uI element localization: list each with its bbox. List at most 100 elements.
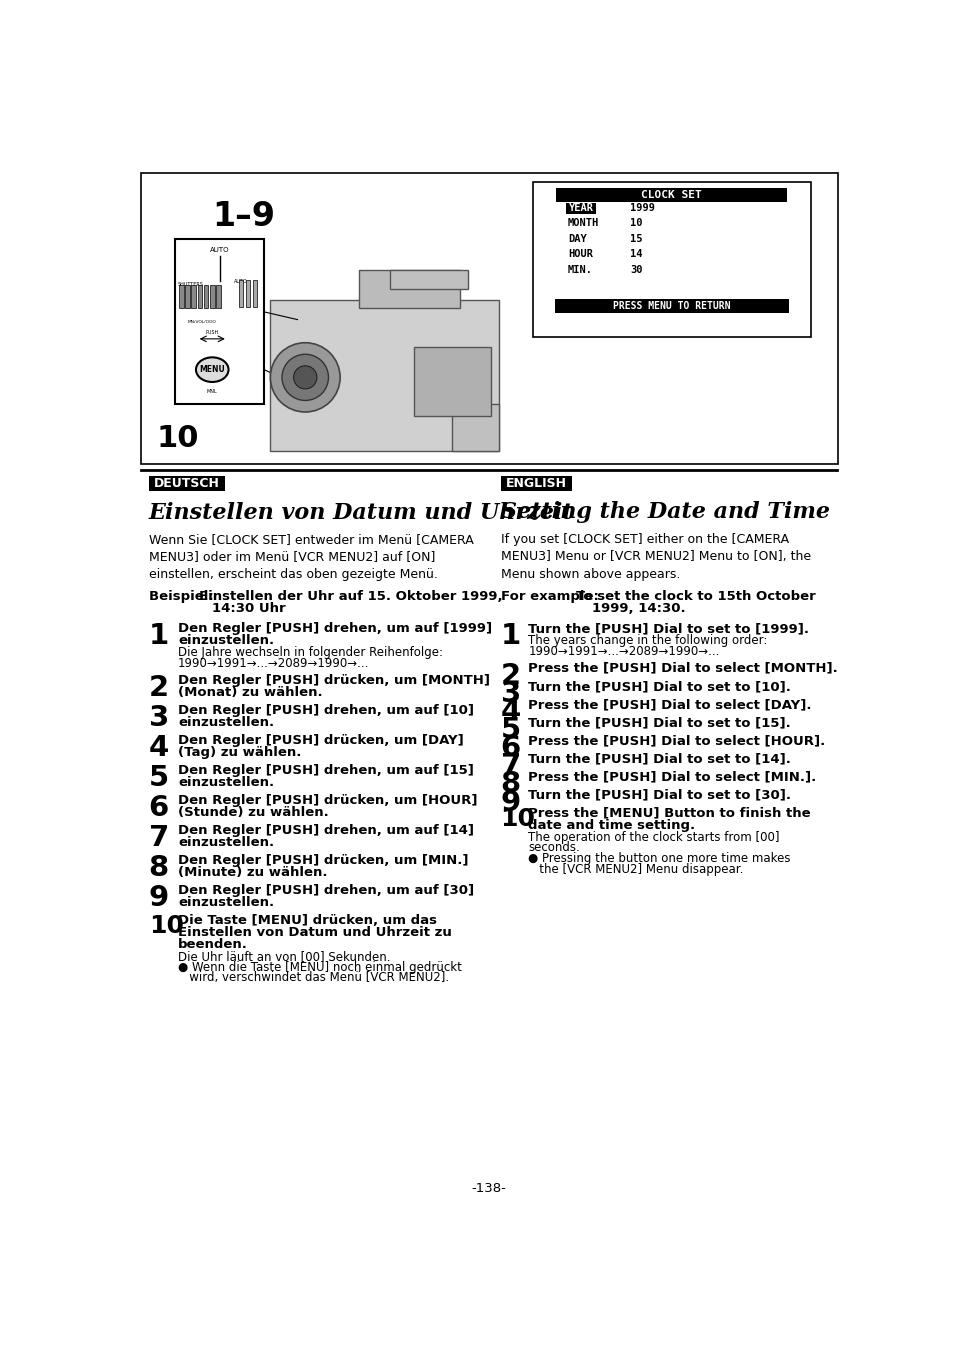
Ellipse shape bbox=[294, 365, 316, 390]
Bar bbox=[500, 476, 571, 491]
Text: Press the [PUSH] Dial to select [HOUR].: Press the [PUSH] Dial to select [HOUR]. bbox=[528, 735, 825, 747]
Text: einzustellen.: einzustellen. bbox=[178, 634, 274, 647]
Text: 5: 5 bbox=[500, 716, 520, 744]
Text: For example:: For example: bbox=[500, 590, 602, 603]
Text: 10: 10 bbox=[629, 218, 641, 228]
Text: MNL: MNL bbox=[207, 388, 217, 394]
Text: 8: 8 bbox=[149, 855, 169, 882]
Bar bbox=[185, 284, 190, 309]
Bar bbox=[555, 299, 788, 313]
Text: Den Regler [PUSH] drücken, um [MIN.]: Den Regler [PUSH] drücken, um [MIN.] bbox=[178, 855, 468, 867]
Text: 5: 5 bbox=[149, 764, 169, 791]
Bar bbox=[533, 182, 810, 337]
Text: 1: 1 bbox=[500, 623, 520, 650]
Text: MN/VOL/OOO: MN/VOL/OOO bbox=[188, 319, 216, 324]
Text: Press the [PUSH] Dial to select [MIN.].: Press the [PUSH] Dial to select [MIN.]. bbox=[528, 771, 816, 783]
Text: Turn the [PUSH] Dial to set to [1999].: Turn the [PUSH] Dial to set to [1999]. bbox=[528, 623, 808, 635]
Text: Den Regler [PUSH] drehen, um auf [1999]: Den Regler [PUSH] drehen, um auf [1999] bbox=[178, 623, 492, 635]
Text: ENGLISH: ENGLISH bbox=[505, 477, 566, 489]
Text: DEUTSCH: DEUTSCH bbox=[153, 477, 219, 489]
Bar bbox=[238, 279, 243, 306]
Text: einzustellen.: einzustellen. bbox=[178, 896, 274, 909]
Text: 14: 14 bbox=[629, 249, 641, 259]
Text: 10: 10 bbox=[156, 423, 199, 453]
Bar bbox=[149, 476, 224, 491]
Text: MENU: MENU bbox=[199, 365, 225, 375]
Text: SHUTTERS: SHUTTERS bbox=[177, 283, 203, 287]
Bar bbox=[452, 404, 498, 450]
Text: Den Regler [PUSH] drehen, um auf [10]: Den Regler [PUSH] drehen, um auf [10] bbox=[178, 704, 474, 717]
Bar bbox=[192, 284, 195, 309]
Text: ● Pressing the button one more time makes: ● Pressing the button one more time make… bbox=[528, 852, 790, 865]
Text: 3: 3 bbox=[500, 679, 520, 708]
Text: 6: 6 bbox=[500, 735, 520, 762]
Text: 1990→1991→...→2089→1990→...: 1990→1991→...→2089→1990→... bbox=[178, 656, 369, 670]
Text: AUTO: AUTO bbox=[210, 247, 229, 252]
Text: einzustellen.: einzustellen. bbox=[178, 776, 274, 789]
Text: 7: 7 bbox=[500, 752, 520, 780]
Text: Die Taste [MENU] drücken, um das: Die Taste [MENU] drücken, um das bbox=[178, 914, 436, 927]
Text: To set the clock to 15th October: To set the clock to 15th October bbox=[576, 590, 816, 603]
Text: Press the [MENU] Button to finish the: Press the [MENU] Button to finish the bbox=[528, 806, 810, 820]
Ellipse shape bbox=[195, 357, 229, 381]
Text: the [VCR MENU2] Menu disappear.: the [VCR MENU2] Menu disappear. bbox=[528, 863, 743, 876]
Bar bbox=[204, 284, 208, 309]
Text: 8: 8 bbox=[500, 771, 520, 798]
Text: beenden.: beenden. bbox=[178, 938, 248, 950]
Text: Turn the [PUSH] Dial to set to [30].: Turn the [PUSH] Dial to set to [30]. bbox=[528, 789, 791, 802]
Text: 9: 9 bbox=[149, 884, 169, 913]
Ellipse shape bbox=[282, 355, 328, 400]
Text: DAY: DAY bbox=[567, 233, 586, 244]
Text: 30: 30 bbox=[629, 264, 641, 275]
Text: Die Uhr läuft an von [00] Sekunden.: Die Uhr läuft an von [00] Sekunden. bbox=[178, 950, 390, 962]
Text: 1999, 14:30.: 1999, 14:30. bbox=[592, 603, 685, 615]
Text: PRESS MENU TO RETURN: PRESS MENU TO RETURN bbox=[613, 301, 730, 311]
Text: einzustellen.: einzustellen. bbox=[178, 716, 274, 729]
Text: Wenn Sie [CLOCK SET] entweder im Menü [CAMERA
MENU3] oder im Menü [VCR MENU2] au: Wenn Sie [CLOCK SET] entweder im Menü [C… bbox=[149, 532, 473, 581]
Text: Einstellen von Datum und Uhrzeit zu: Einstellen von Datum und Uhrzeit zu bbox=[178, 926, 452, 940]
Text: ● Wenn die Taste [MENU] noch einmal gedrückt: ● Wenn die Taste [MENU] noch einmal gedr… bbox=[178, 961, 461, 973]
Bar bbox=[210, 284, 214, 309]
Text: Den Regler [PUSH] drücken, um [MONTH]: Den Regler [PUSH] drücken, um [MONTH] bbox=[178, 674, 490, 687]
Text: Die Jahre wechseln in folgender Reihenfolge:: Die Jahre wechseln in folgender Reihenfo… bbox=[178, 646, 443, 659]
Text: 6: 6 bbox=[149, 794, 169, 822]
Bar bbox=[414, 346, 491, 417]
Text: 2: 2 bbox=[149, 674, 169, 702]
Bar bbox=[566, 202, 596, 214]
Text: YEAR: YEAR bbox=[568, 204, 593, 213]
Text: 1: 1 bbox=[149, 623, 169, 650]
Text: CLOCK SET: CLOCK SET bbox=[640, 190, 701, 200]
Bar bbox=[359, 270, 459, 309]
Bar bbox=[245, 279, 250, 306]
Text: Einstellen von Datum und Uhrzeit: Einstellen von Datum und Uhrzeit bbox=[149, 500, 573, 523]
Text: 2: 2 bbox=[500, 662, 520, 690]
Text: Den Regler [PUSH] drehen, um auf [15]: Den Regler [PUSH] drehen, um auf [15] bbox=[178, 764, 474, 776]
Text: 3: 3 bbox=[149, 704, 169, 732]
Text: 10: 10 bbox=[500, 806, 535, 830]
Text: 7: 7 bbox=[149, 824, 169, 852]
Text: Turn the [PUSH] Dial to set to [14].: Turn the [PUSH] Dial to set to [14]. bbox=[528, 752, 790, 766]
Text: 1999: 1999 bbox=[629, 204, 655, 213]
Text: seconds.: seconds. bbox=[528, 841, 579, 855]
Text: The operation of the clock starts from [00]: The operation of the clock starts from [… bbox=[528, 830, 780, 844]
Text: 1990→1991→...→2089→1990→...: 1990→1991→...→2089→1990→... bbox=[528, 644, 720, 658]
Text: Den Regler [PUSH] drücken, um [DAY]: Den Regler [PUSH] drücken, um [DAY] bbox=[178, 733, 463, 747]
Text: If you set [CLOCK SET] either on the [CAMERA
MENU3] Menu or [VCR MENU2] Menu to : If you set [CLOCK SET] either on the [CA… bbox=[500, 532, 810, 581]
Text: Den Regler [PUSH] drücken, um [HOUR]: Den Regler [PUSH] drücken, um [HOUR] bbox=[178, 794, 477, 807]
Text: Den Regler [PUSH] drehen, um auf [14]: Den Regler [PUSH] drehen, um auf [14] bbox=[178, 824, 474, 837]
Bar bbox=[253, 279, 257, 306]
Text: Setting the Date and Time: Setting the Date and Time bbox=[500, 500, 829, 523]
Text: date and time setting.: date and time setting. bbox=[528, 818, 695, 832]
Bar bbox=[179, 284, 183, 309]
Bar bbox=[216, 284, 220, 309]
Text: 15: 15 bbox=[629, 233, 641, 244]
Text: (Minute) zu wählen.: (Minute) zu wählen. bbox=[178, 865, 327, 879]
Text: 4: 4 bbox=[149, 733, 169, 762]
Text: (Tag) zu wählen.: (Tag) zu wählen. bbox=[178, 745, 301, 759]
Text: MIN.: MIN. bbox=[567, 264, 593, 275]
Text: (Stunde) zu wählen.: (Stunde) zu wählen. bbox=[178, 806, 329, 818]
Text: 4: 4 bbox=[500, 698, 520, 727]
Text: Den Regler [PUSH] drehen, um auf [30]: Den Regler [PUSH] drehen, um auf [30] bbox=[178, 884, 474, 896]
Text: 14:30 Uhr: 14:30 Uhr bbox=[212, 603, 286, 615]
Text: Einstellen der Uhr auf 15. Oktober 1999,: Einstellen der Uhr auf 15. Oktober 1999, bbox=[199, 590, 502, 603]
